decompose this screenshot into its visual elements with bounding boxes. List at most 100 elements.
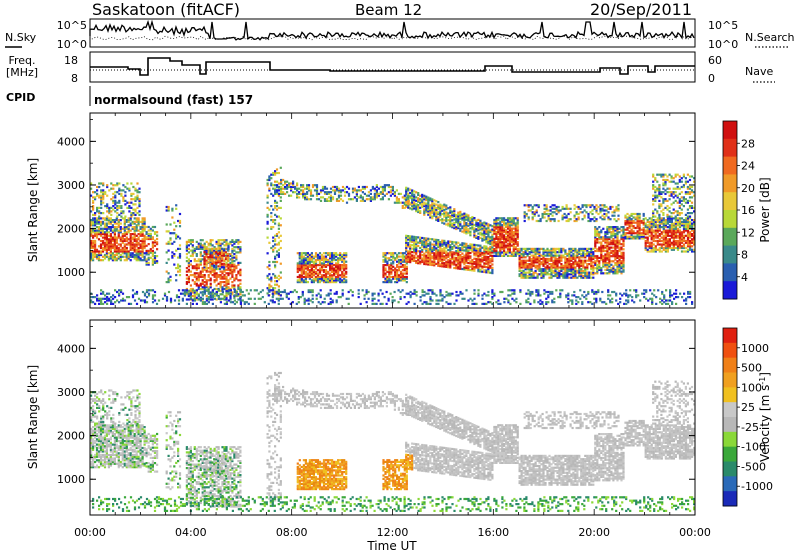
data-cell	[533, 255, 535, 257]
data-cell	[603, 209, 605, 211]
data-cell	[315, 252, 317, 254]
data-cell	[544, 208, 546, 210]
data-cell	[528, 216, 530, 218]
data-cell	[507, 231, 509, 233]
data-cell	[192, 239, 194, 241]
data-cell	[461, 213, 463, 215]
data-cell	[311, 252, 313, 254]
data-cell	[276, 189, 278, 191]
data-cell	[112, 237, 114, 239]
data-cell	[221, 281, 223, 283]
data-cell	[229, 295, 231, 297]
data-cell	[144, 256, 146, 258]
data-cell	[270, 277, 272, 279]
data-cell	[221, 293, 223, 295]
data-cell	[617, 204, 619, 206]
data-cell	[311, 264, 313, 266]
data-cell	[132, 212, 134, 214]
data-cell	[212, 298, 214, 300]
data-cell	[186, 291, 188, 293]
data-cell	[552, 208, 554, 210]
data-cell	[272, 172, 274, 174]
data-cell	[100, 240, 102, 242]
data-cell	[562, 206, 564, 208]
data-cell	[130, 207, 132, 209]
data-cell	[417, 204, 419, 206]
data-cell	[467, 228, 469, 230]
data-cell	[100, 189, 102, 191]
data-cell	[304, 188, 306, 190]
nave-tick-top: 60	[708, 54, 722, 67]
data-cell	[386, 257, 388, 259]
data-cell	[233, 264, 235, 266]
beam-title: Beam 12	[355, 1, 422, 19]
data-cell	[314, 189, 316, 191]
data-cell	[610, 260, 612, 262]
data-cell	[629, 230, 631, 232]
data-cell	[323, 274, 325, 276]
data-cell	[471, 216, 473, 218]
data-cell	[126, 247, 128, 249]
data-cell	[445, 250, 447, 252]
data-cell	[358, 196, 360, 198]
data-cell	[582, 270, 584, 272]
data-cell	[592, 265, 594, 267]
data-cell	[282, 184, 284, 186]
data-cell	[637, 213, 639, 215]
data-cell	[473, 258, 475, 260]
data-cell	[388, 252, 390, 254]
data-cell	[233, 246, 235, 248]
data-cell	[305, 252, 307, 254]
data-cell	[538, 220, 540, 222]
data-cell	[645, 237, 647, 239]
data-cell	[301, 252, 303, 254]
data-cell	[112, 196, 114, 198]
data-cell	[607, 216, 609, 218]
data-cell	[629, 236, 631, 238]
data-cell	[223, 284, 225, 286]
data-cell	[384, 264, 386, 266]
data-cell	[421, 240, 423, 242]
data-cell	[501, 241, 503, 243]
data-cell	[120, 205, 122, 207]
data-cell	[118, 214, 120, 216]
data-cell	[598, 247, 600, 249]
data-cell	[437, 211, 439, 213]
data-cell	[339, 264, 341, 266]
data-cell	[168, 206, 170, 208]
data-cell	[321, 262, 323, 264]
data-cell	[461, 256, 463, 258]
data-cell	[227, 264, 229, 266]
data-cell	[274, 280, 276, 282]
data-cell	[413, 255, 415, 257]
data-cell	[477, 233, 479, 235]
data-cell	[499, 221, 501, 223]
data-cell	[188, 276, 190, 278]
data-cell	[233, 253, 235, 255]
data-cell	[235, 246, 237, 248]
data-cell	[635, 227, 637, 229]
data-cell	[560, 273, 562, 275]
data-cell	[574, 255, 576, 257]
data-cell	[596, 238, 598, 240]
data-cell	[461, 242, 463, 244]
data-cell	[595, 208, 597, 210]
data-cell	[175, 225, 177, 227]
data-cell	[556, 272, 558, 274]
data-cell	[223, 260, 225, 262]
data-cell	[485, 266, 487, 268]
data-cell	[177, 257, 179, 259]
data-cell	[118, 247, 120, 249]
data-cell	[194, 265, 196, 267]
data-cell	[469, 227, 471, 229]
data-cell	[208, 271, 210, 273]
data-cell	[345, 271, 347, 273]
data-cell	[200, 288, 202, 290]
data-cell	[536, 204, 538, 206]
data-cell	[186, 267, 188, 269]
data-cell	[188, 239, 190, 241]
data-cell	[237, 284, 239, 286]
data-cell	[609, 206, 611, 208]
data-cell	[507, 243, 509, 245]
